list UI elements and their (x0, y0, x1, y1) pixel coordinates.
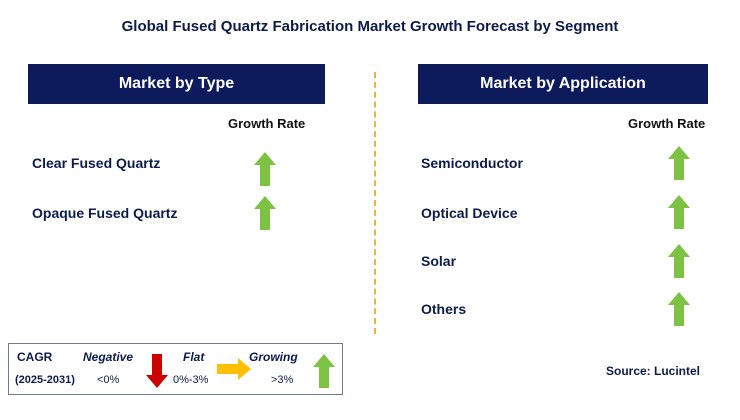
cagr-legend: CAGR (2025-2031) Negative <0% Flat 0%-3%… (8, 343, 343, 395)
row-label-optical-device: Optical Device (421, 205, 518, 221)
legend-growing-label: Growing (249, 350, 298, 364)
row-label-opaque-fused-quartz: Opaque Fused Quartz (32, 205, 178, 221)
panel-header-type: Market by Type (28, 64, 325, 104)
row-label-semiconductor: Semiconductor (421, 155, 523, 171)
source-note: Source: Lucintel (606, 364, 701, 378)
down-arrow-icon (146, 354, 168, 388)
growth-rate-header-application: Growth Rate (628, 116, 706, 131)
right-arrow-icon (217, 358, 251, 380)
up-arrow-icon (668, 195, 690, 229)
legend-growing-range: >3% (271, 374, 294, 386)
growth-rate-header-type: Growth Rate (228, 116, 306, 131)
up-arrow-icon (668, 292, 690, 326)
panel-header-application: Market by Application (418, 64, 708, 104)
up-arrow-icon (668, 244, 690, 278)
legend-title: CAGR (17, 350, 53, 364)
chart-title: Global Fused Quartz Fabrication Market G… (121, 18, 619, 35)
row-label-clear-fused-quartz: Clear Fused Quartz (32, 155, 161, 171)
legend-period: (2025-2031) (15, 374, 75, 386)
row-label-solar: Solar (421, 253, 457, 269)
up-arrow-icon (254, 196, 276, 230)
row-label-others: Others (421, 301, 467, 317)
up-arrow-icon (254, 152, 276, 186)
up-arrow-icon (313, 354, 335, 388)
up-arrow-icon (668, 146, 690, 180)
legend-negative-range: <0% (97, 374, 120, 386)
legend-flat-label: Flat (183, 350, 205, 364)
panel-divider (374, 72, 376, 334)
legend-negative-label: Negative (83, 350, 134, 364)
legend-flat-range: 0%-3% (173, 374, 209, 386)
